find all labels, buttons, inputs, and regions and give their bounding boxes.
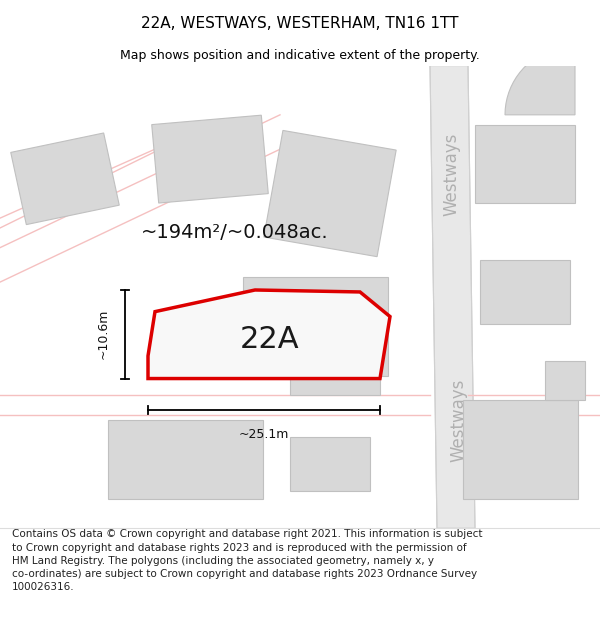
Polygon shape xyxy=(242,278,388,376)
Polygon shape xyxy=(475,124,575,203)
Polygon shape xyxy=(264,131,396,257)
Polygon shape xyxy=(463,400,577,499)
Polygon shape xyxy=(11,133,119,224)
Polygon shape xyxy=(480,260,570,324)
Polygon shape xyxy=(148,290,390,379)
Text: Westways: Westways xyxy=(442,132,460,216)
Text: 22A: 22A xyxy=(240,325,300,354)
Text: ~25.1m: ~25.1m xyxy=(239,428,289,441)
Polygon shape xyxy=(290,437,370,491)
Text: Westways: Westways xyxy=(449,378,467,462)
Polygon shape xyxy=(545,361,585,400)
Text: ~194m²/~0.048ac.: ~194m²/~0.048ac. xyxy=(141,223,329,243)
Text: Contains OS data © Crown copyright and database right 2021. This information is : Contains OS data © Crown copyright and d… xyxy=(12,529,482,592)
Text: ~10.6m: ~10.6m xyxy=(97,309,110,359)
Text: 22A, WESTWAYS, WESTERHAM, TN16 1TT: 22A, WESTWAYS, WESTERHAM, TN16 1TT xyxy=(141,16,459,31)
Polygon shape xyxy=(107,420,263,499)
Text: Map shows position and indicative extent of the property.: Map shows position and indicative extent… xyxy=(120,49,480,62)
Polygon shape xyxy=(290,366,380,395)
Polygon shape xyxy=(430,66,475,528)
Polygon shape xyxy=(505,46,575,115)
Polygon shape xyxy=(152,115,268,203)
